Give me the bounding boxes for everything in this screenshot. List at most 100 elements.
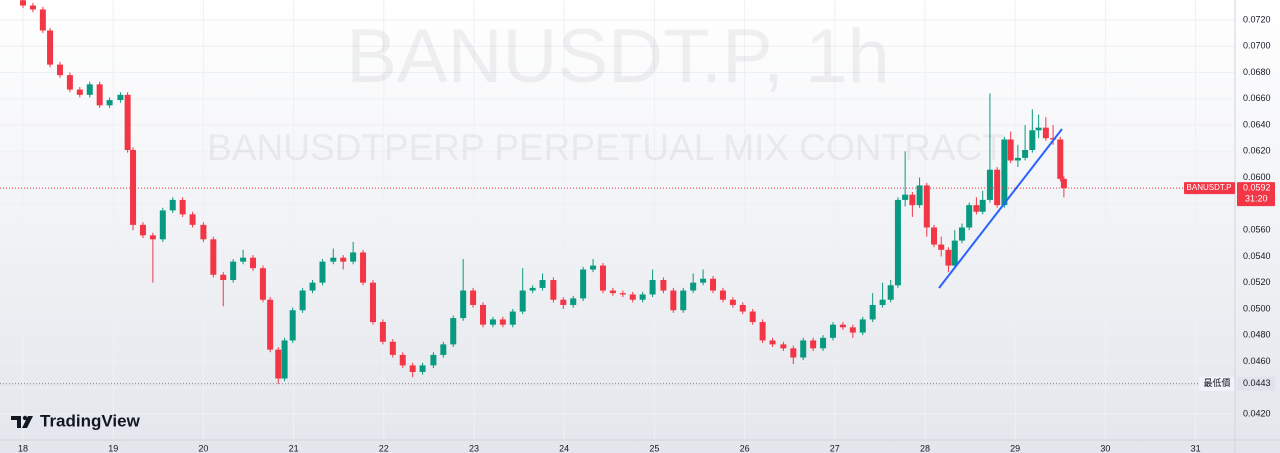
candle-body (923, 185, 930, 228)
candle-body (966, 205, 973, 228)
candle-body (790, 348, 797, 358)
x-tick-label: 18 (18, 443, 28, 453)
candle-body (124, 94, 131, 150)
logo-dot (22, 415, 28, 421)
candle-body (729, 299, 736, 305)
candles (0, 0, 1235, 385)
candle-body (859, 319, 866, 333)
y-tick-label: 0.0700 (1243, 41, 1271, 51)
candle-body (869, 304, 876, 320)
candle-body (281, 340, 288, 379)
candle-body (938, 244, 945, 250)
candle-body (580, 269, 587, 299)
y-tick-label: 0.0600 (1243, 172, 1271, 182)
candle-body (250, 257, 257, 269)
x-tick-label: 28 (920, 443, 930, 453)
candle-body (200, 224, 207, 240)
grid (0, 0, 1235, 440)
candle-body (460, 290, 467, 319)
candle-body (1007, 139, 1014, 161)
y-tick-label: 0.0520 (1243, 277, 1271, 287)
candle-body (139, 224, 146, 236)
candle-body (1057, 139, 1064, 179)
candle-body (759, 322, 766, 341)
low-value: 0.0443 (1243, 378, 1271, 388)
candle-body (179, 199, 186, 215)
candle-body (590, 265, 597, 270)
candle-body (369, 282, 376, 323)
candle-body (945, 249, 952, 266)
candle-body (480, 304, 487, 325)
candle-body (879, 299, 886, 305)
candle-body (360, 252, 367, 283)
candle-body (639, 294, 646, 300)
candle-body (39, 9, 46, 31)
candle-body (619, 293, 626, 295)
x-tick-label: 19 (108, 443, 118, 453)
candle-body (690, 282, 697, 291)
candle-body (769, 340, 776, 345)
candle-body (117, 94, 124, 101)
candle-body (267, 299, 274, 350)
candle-body (829, 324, 836, 338)
candle-body (609, 290, 616, 294)
candle-body (1001, 139, 1008, 206)
watermark-subtitle: BANUSDTPERP PERPETUAL MIX CONTRACT (207, 127, 1005, 168)
candle-body (539, 280, 546, 288)
x-tick-label: 23 (469, 443, 479, 453)
countdown: 31:20 (1245, 193, 1268, 203)
candle-body (66, 75, 73, 90)
candle-body (96, 84, 103, 106)
candle-body (660, 280, 667, 291)
candle-body (800, 340, 807, 358)
candle-body (86, 84, 93, 95)
candle-body (340, 257, 347, 262)
y-tick-label: 0.0560 (1243, 224, 1271, 234)
candle-body (309, 282, 316, 291)
y-tick-label: 0.0620 (1243, 146, 1271, 156)
candle-body (599, 265, 606, 291)
candle-body (1029, 130, 1036, 150)
y-tick-label: 0.0480 (1243, 330, 1271, 340)
x-tick-label: 25 (649, 443, 659, 453)
candle-body (259, 268, 266, 300)
candle-body (849, 327, 856, 333)
candle-body (1014, 157, 1021, 161)
candle-body (810, 340, 817, 349)
candle-body (931, 227, 938, 245)
symbol-label-bg (1184, 182, 1235, 195)
candle-body (560, 299, 567, 305)
x-tick-label: 27 (830, 443, 840, 453)
y-tick-label: 0.0460 (1243, 356, 1271, 366)
candle-body (958, 227, 965, 241)
candle-body (419, 365, 426, 372)
last-price-bg (1237, 182, 1275, 207)
brand: TradingView (40, 411, 141, 430)
candle-body (230, 261, 237, 281)
logo: TradingView (11, 411, 141, 430)
last-price: 0.0592 (1243, 182, 1271, 192)
x-tick-label: 22 (379, 443, 389, 453)
candle-body (887, 285, 894, 300)
candle-body (680, 290, 687, 311)
candle-body (47, 30, 54, 65)
logo-mark (11, 416, 33, 428)
candle-body (240, 257, 247, 262)
candle-body (330, 257, 337, 262)
candle-body (1035, 127, 1042, 131)
low-value-bg (1237, 376, 1275, 391)
candle-body (909, 194, 916, 206)
candle-body (106, 100, 113, 106)
candle-body (409, 365, 416, 372)
candle-body (670, 290, 677, 311)
candle-body (1042, 127, 1049, 139)
candle-body (570, 298, 577, 305)
candle-body (1060, 178, 1067, 189)
candle-body (994, 169, 1001, 206)
symbol-label: BANUSDT.P (1187, 183, 1232, 192)
x-tick-label: 21 (289, 443, 299, 453)
y-tick-label: 0.0680 (1243, 67, 1271, 77)
y-tick-label: 0.0660 (1243, 93, 1271, 103)
